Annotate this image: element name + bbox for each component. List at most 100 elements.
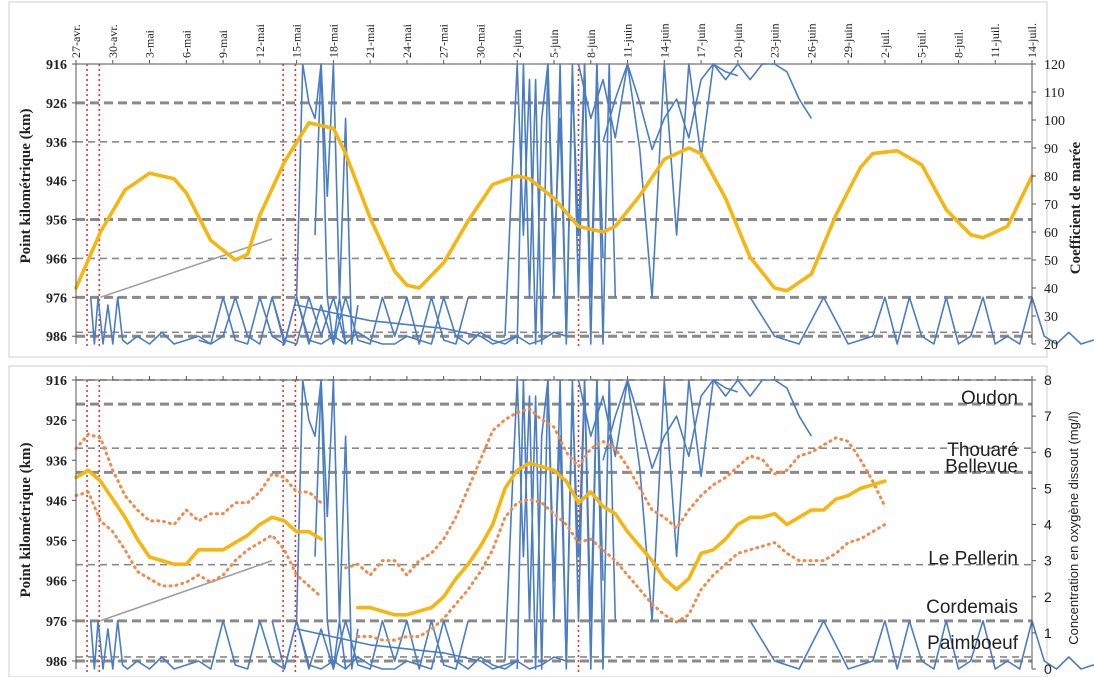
y-tick-label: 936 (46, 454, 67, 469)
y-tick-label: 976 (46, 615, 67, 630)
y2-tick-label: 50 (1044, 254, 1058, 269)
x-tick-label: 12-mai (253, 23, 267, 58)
top-y2-tick-labels: 20 30 40 50 60 70 80 90 100 110 120 (1031, 58, 1065, 353)
x-tick-label: 27-mai (437, 23, 451, 58)
oxygen-mean-line (74, 468, 323, 567)
x-tick-label: 9-mai (216, 29, 230, 58)
bottom-event-lines (86, 380, 580, 673)
y2-tick-label: 60 (1044, 226, 1058, 241)
y2-tick-label: 120 (1044, 58, 1065, 73)
x-tick-label: 5-juil. (915, 29, 929, 58)
y2-tick-label: 8 (1044, 372, 1052, 388)
y2-tick-label: 0 (1044, 661, 1052, 677)
oxygen-mean-line (356, 461, 887, 617)
track-line (602, 63, 813, 299)
y-tick-label: 956 (46, 535, 67, 550)
y-tick-label: 986 (46, 655, 67, 670)
track-line (749, 619, 1094, 670)
station-label: Cordemais (926, 597, 1018, 618)
x-tick-label: 29-juin (841, 23, 855, 58)
bottom-y2-tick-labels: 0 1 2 3 4 5 6 7 8 (1031, 372, 1052, 677)
track-line (296, 304, 518, 345)
track-line (314, 63, 359, 345)
track-line (577, 379, 739, 470)
station-label: Le Pellerin (928, 549, 1018, 570)
y-tick-label: 986 (46, 330, 67, 345)
y-tick-label: 946 (46, 494, 67, 509)
x-tick-label: 14-juil. (1025, 23, 1039, 58)
oxygen-lower-line (356, 497, 887, 642)
track-line (577, 63, 739, 151)
y2-tick-label: 6 (1044, 444, 1052, 460)
track-line (516, 379, 604, 670)
oxygen-upper-line (344, 407, 887, 577)
track-line (314, 379, 359, 670)
x-tick-label: 30-mai (473, 23, 487, 58)
track-line (296, 628, 518, 670)
x-tick-label: 15-mai (290, 23, 304, 58)
y2-tick-label: 70 (1044, 198, 1058, 213)
x-tick-label: 30-avr. (106, 24, 120, 58)
track-line (749, 296, 1094, 345)
y2-tick-label: 80 (1044, 170, 1058, 185)
chart-top-frame (8, 1, 1048, 358)
track-line (100, 559, 273, 622)
y-tick-label: 966 (46, 575, 67, 590)
station-label: Thouaré (947, 440, 1018, 461)
x-tick-label: 5-juin (547, 29, 561, 58)
top-tracks (89, 63, 1094, 345)
x-tick-label: 11-juin (621, 24, 635, 58)
oxygen-lower-line (74, 490, 323, 599)
bottom-oxygen-series (74, 407, 887, 642)
top-x-tick-labels: 27-avr. 30-avr. 3-mai 6-mai 9-mai 12-mai 15-ma… (69, 23, 1039, 65)
y2-tick-label: 3 (1044, 553, 1052, 569)
y2-tick-label: 1 (1044, 625, 1052, 641)
bottom-y-axis-label: Point kilométrique (km) (18, 443, 34, 598)
y2-tick-label: 100 (1044, 114, 1065, 129)
y-tick-label: 916 (46, 58, 67, 73)
x-tick-label: 3-mai (143, 29, 157, 58)
bottom-tracks (89, 379, 1094, 670)
station-label: Oudon (961, 388, 1018, 409)
y2-tick-label: 40 (1044, 282, 1058, 297)
y2-tick-label: 7 (1044, 408, 1052, 424)
y2-tick-label: 4 (1044, 517, 1052, 533)
y2-tick-label: 90 (1044, 142, 1058, 157)
y-tick-label: 926 (46, 97, 67, 112)
y2-tick-label: 30 (1044, 310, 1058, 325)
track-line (516, 63, 604, 345)
tide-coefficient-line (74, 121, 1034, 293)
x-tick-label: 18-mai (326, 23, 340, 58)
x-tick-label: 23-juin (768, 23, 782, 58)
top-tide-series (74, 121, 1034, 293)
y2-tick-label: 5 (1044, 480, 1052, 496)
y-tick-label: 966 (46, 252, 67, 267)
station-label: Paimboeuf (927, 633, 1019, 654)
x-tick-label: 20-juin (731, 23, 745, 58)
x-tick-label: 6-mai (179, 29, 193, 58)
y2-tick-label: 110 (1044, 86, 1064, 101)
y2-tick-label: 2 (1044, 589, 1052, 605)
track-line (602, 379, 813, 622)
station-label: Bellevue (945, 456, 1018, 477)
x-tick-label: 2-juin (510, 29, 524, 58)
x-tick-label: 14-juin (657, 23, 671, 58)
x-tick-label: 24-mai (400, 23, 414, 58)
y2-tick-label: 20 (1044, 338, 1058, 353)
bottom-y2-axis-label: Concentration en oxygène dissout (mg/l) (1066, 411, 1081, 644)
bottom-y-tick-labels: 916 926 936 946 956 966 976 986 (46, 374, 77, 670)
top-y2-axis-label: Coefficient de marée (1068, 141, 1084, 274)
y-tick-label: 936 (46, 136, 67, 151)
chart-bottom-frame (8, 365, 1048, 677)
x-tick-label: 8-juin (584, 29, 598, 58)
chart-bottom: 916 926 936 946 956 966 976 986 0 1 2 3 4 5 6 7 8 Oudon… (8, 365, 1094, 677)
x-tick-label: 8-juil. (951, 29, 965, 58)
track-line (271, 619, 469, 670)
top-y-tick-labels: 916 926 936 946 956 966 976 986 (46, 58, 77, 345)
top-y-axis-label: Point kilométrique (km) (18, 109, 34, 264)
x-tick-label: 17-juin (694, 23, 708, 58)
y-tick-label: 916 (46, 374, 67, 389)
chart-top: 27-avr. 30-avr. 3-mai 6-mai 9-mai 12-mai 15-ma… (8, 1, 1094, 358)
